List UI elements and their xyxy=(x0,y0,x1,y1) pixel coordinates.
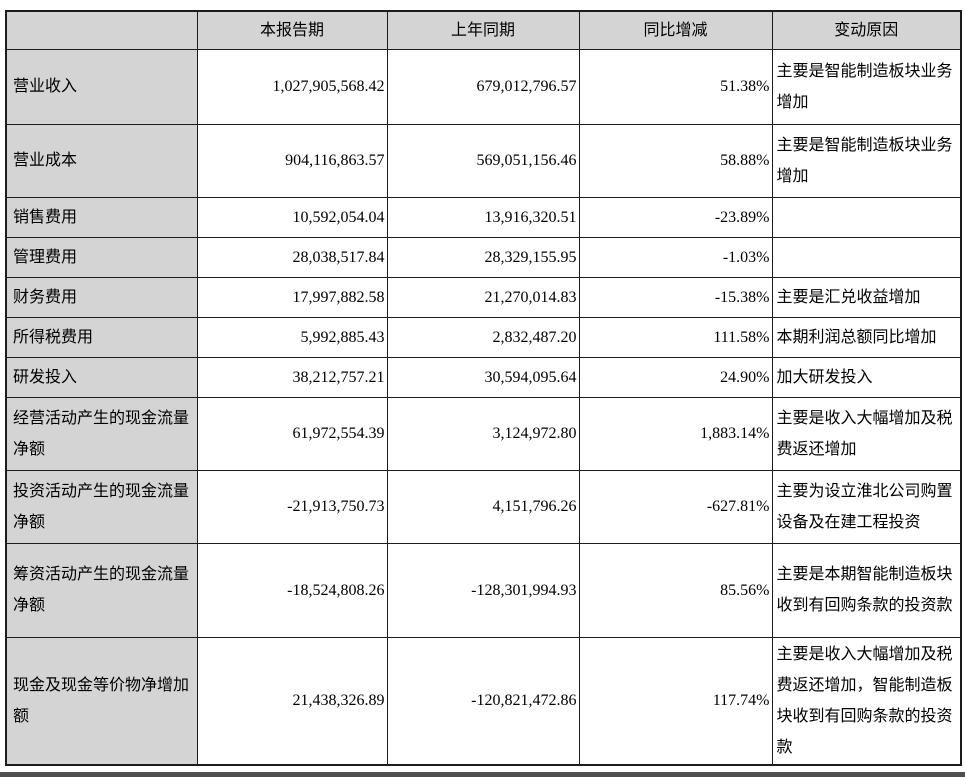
cell-reason: 主要是智能制造板块业务增加 xyxy=(771,48,962,125)
cell-reason xyxy=(771,236,962,278)
cell-change: -1.03% xyxy=(578,236,773,278)
cell-reason: 主要为设立淮北公司购置设备及在建工程投资 xyxy=(771,469,962,544)
cell-change: 24.90% xyxy=(578,356,773,398)
header-row: 本报告期 上年同期 同比增减 变动原因 xyxy=(5,10,962,50)
cell-change: 117.74% xyxy=(578,636,773,766)
table-row: 管理费用 28,038,517.84 28,329,155.95 -1.03% xyxy=(5,236,962,278)
cell-reason: 加大研发投入 xyxy=(771,356,962,398)
cell-prior: -128,301,994.93 xyxy=(386,542,580,638)
bottom-divider xyxy=(0,772,965,777)
cell-prior: 679,012,796.57 xyxy=(386,48,580,125)
cell-current: -18,524,808.26 xyxy=(196,542,388,638)
table-row: 销售费用 10,592,054.04 13,916,320.51 -23.89% xyxy=(5,196,962,238)
cell-label: 研发投入 xyxy=(5,356,198,398)
cell-prior: -120,821,472.86 xyxy=(386,636,580,766)
cell-label: 营业收入 xyxy=(5,48,198,125)
cell-prior: 13,916,320.51 xyxy=(386,196,580,238)
table-row: 投资活动产生的现金流量净额 -21,913,750.73 4,151,796.26-… xyxy=(5,469,962,544)
cell-current: 1,027,905,568.42 xyxy=(196,48,388,125)
cell-label: 所得税费用 xyxy=(5,316,198,358)
cell-current: 38,212,757.21 xyxy=(196,356,388,398)
cell-label: 管理费用 xyxy=(5,236,198,278)
column-header-reason: 变动原因 xyxy=(771,10,962,50)
cell-prior: 28,329,155.95 xyxy=(386,236,580,278)
cell-label: 投资活动产生的现金流量净额 xyxy=(5,469,198,544)
cell-reason: 主要是本期智能制造板块收到有回购条款的投资款 xyxy=(771,542,962,638)
cell-current: 904,116,863.57 xyxy=(196,123,388,198)
cell-label: 经营活动产生的现金流量净额 xyxy=(5,396,198,471)
table-row: 财务费用 17,997,882.58 21,270,014.83 -15.38% 主要是… xyxy=(5,276,962,318)
cell-current: 61,972,554.39 xyxy=(196,396,388,471)
cell-current: 17,997,882.58 xyxy=(196,276,388,318)
financial-comparison-table: 本报告期 上年同期 同比增减 变动原因 营业收入 1,027,905,568.42 679… xyxy=(5,10,962,766)
cell-change: -627.81% xyxy=(578,469,773,544)
cell-label: 筹资活动产生的现金流量净额 xyxy=(5,542,198,638)
column-header-current: 本报告期 xyxy=(196,10,388,50)
cell-prior: 3,124,972.80 xyxy=(386,396,580,471)
cell-change: -23.89% xyxy=(578,196,773,238)
cell-label: 现金及现金等价物净增加额 xyxy=(5,636,198,766)
cell-reason: 主要是收入大幅增加及税费返还增加 xyxy=(771,396,962,471)
cell-reason xyxy=(771,196,962,238)
cell-label: 销售费用 xyxy=(5,196,198,238)
cell-label: 财务费用 xyxy=(5,276,198,318)
cell-label: 营业成本 xyxy=(5,123,198,198)
cell-current: 5,992,885.43 xyxy=(196,316,388,358)
cell-change: -15.38% xyxy=(578,276,773,318)
table-header: 本报告期 上年同期 同比增减 变动原因 xyxy=(5,10,962,50)
table-row: 营业成本 904,116,863.57 569,051,156.46 58.88% 主要… xyxy=(5,123,962,198)
cell-reason: 主要是汇兑收益增加 xyxy=(771,276,962,318)
cell-current: 28,038,517.84 xyxy=(196,236,388,278)
cell-change: 111.58% xyxy=(578,316,773,358)
cell-reason: 本期利润总额同比增加 xyxy=(771,316,962,358)
column-header-change: 同比增减 xyxy=(578,10,773,50)
cell-prior: 2,832,487.20 xyxy=(386,316,580,358)
table-row: 现金及现金等价物净增加额 21,438,326.89 -120,821,472.86… xyxy=(5,636,962,766)
table-body: 营业收入 1,027,905,568.42 679,012,796.57 51.38%… xyxy=(5,48,962,766)
cell-current: 10,592,054.04 xyxy=(196,196,388,238)
cell-prior: 21,270,014.83 xyxy=(386,276,580,318)
cell-change: 85.56% xyxy=(578,542,773,638)
table-row: 研发投入 38,212,757.21 30,594,095.64 24.90% 加大研发… xyxy=(5,356,962,398)
cell-reason: 主要是收入大幅增加及税费返还增加，智能制造板块收到有回购条款的投资款 xyxy=(771,636,962,766)
cell-prior: 569,051,156.46 xyxy=(386,123,580,198)
table-row: 经营活动产生的现金流量净额 61,972,554.39 3,124,972.80 1,… xyxy=(5,396,962,471)
cell-prior: 30,594,095.64 xyxy=(386,356,580,398)
cell-reason: 主要是智能制造板块业务增加 xyxy=(771,123,962,198)
table-row: 营业收入 1,027,905,568.42 679,012,796.57 51.38%… xyxy=(5,48,962,125)
cell-change: 51.38% xyxy=(578,48,773,125)
column-header-label xyxy=(5,10,198,50)
cell-current: 21,438,326.89 xyxy=(196,636,388,766)
table-row: 所得税费用 5,992,885.43 2,832,487.20 111.58% 本期利润… xyxy=(5,316,962,358)
table-row: 筹资活动产生的现金流量净额 -18,524,808.26 -128,301,994.… xyxy=(5,542,962,638)
cell-change: 58.88% xyxy=(578,123,773,198)
cell-current: -21,913,750.73 xyxy=(196,469,388,544)
cell-change: 1,883.14% xyxy=(578,396,773,471)
cell-prior: 4,151,796.26 xyxy=(386,469,580,544)
column-header-prior: 上年同期 xyxy=(386,10,580,50)
